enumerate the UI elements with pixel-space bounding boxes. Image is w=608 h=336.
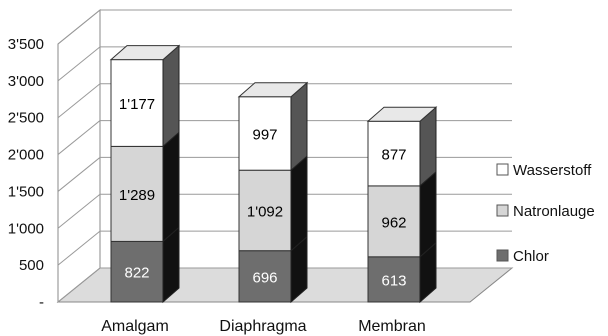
y-tick-label: 1'500 [8,183,44,200]
data-label: 1'177 [119,96,155,113]
legend-swatch [496,204,509,217]
gridline-side [57,9,101,45]
gridline-side [57,83,101,119]
data-label: 877 [381,147,406,164]
bar-top [366,106,438,122]
data-label: 822 [124,265,149,282]
y-tick-label: 1'000 [8,220,44,237]
gridline-side [57,46,101,82]
legend-swatch [496,249,509,262]
bar-top [109,45,181,61]
bar-segment [110,240,164,303]
y-tick-label: 3'000 [8,73,44,90]
bar-segment-side [162,131,180,243]
y-tick-label: 2'500 [8,110,44,127]
data-label: 1'289 [119,187,155,204]
gridline-side [57,267,101,303]
legend-label: Natronlauge [513,203,595,220]
gridline-side [57,157,101,192]
bar-segment-side [290,155,308,252]
gridline-side [57,193,101,229]
y-tick-label: 2'000 [8,147,44,164]
legend-label: Chlor [513,248,549,265]
x-category-label: Amalgam [101,318,169,335]
data-label: 696 [252,269,277,286]
data-label: 1'092 [247,203,283,220]
x-category-label: Membran [358,318,426,335]
gridline-side [57,120,101,155]
legend-label: Wasserstoff [513,162,592,179]
y-tick-label: 500 [19,257,44,274]
y-tick-label: - [39,294,44,311]
data-label: 997 [252,126,277,143]
chart-left-wall [57,8,101,304]
bar-segment [110,145,164,242]
y-tick-label: 3'500 [8,36,44,53]
bar-segment [238,96,292,171]
legend-swatch [496,163,509,176]
bar-segment-side [290,81,308,172]
data-label: 613 [381,272,406,289]
bar-segment-side [419,170,437,258]
bar-segment [367,256,421,303]
bar-segment-side [162,44,180,148]
data-label: 962 [381,214,406,231]
gridline-side [57,230,101,266]
bar-segment [367,185,421,258]
bar-top [237,82,309,98]
x-category-label: Diaphragma [219,318,306,335]
